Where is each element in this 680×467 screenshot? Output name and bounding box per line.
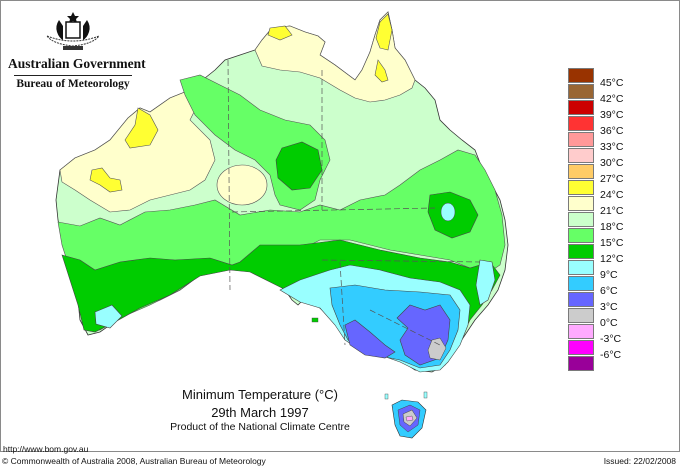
government-name: Australian Government — [8, 56, 146, 71]
legend-swatch — [568, 100, 594, 115]
legend-swatch — [568, 84, 594, 99]
legend-swatch — [568, 148, 594, 163]
legend-label: 36°C — [600, 125, 624, 137]
legend-label: 45°C — [600, 77, 624, 89]
legend-label: 9°C — [600, 269, 618, 281]
agency-name: Bureau of Meteorology — [16, 78, 130, 90]
legend-label: 21°C — [600, 205, 624, 217]
legend-swatch — [568, 180, 594, 195]
legend-label: -6°C — [600, 349, 622, 361]
legend-swatch — [568, 228, 594, 243]
legend-label: 3°C — [600, 301, 618, 313]
legend-swatch — [568, 116, 594, 131]
legend-swatch — [568, 132, 594, 147]
legend-swatch — [568, 68, 594, 83]
legend-swatch — [568, 356, 594, 371]
legend-label: 33°C — [600, 141, 624, 153]
legend-swatch — [568, 164, 594, 179]
bom-logo: Australian Government Bureau of Meteorol… — [8, 10, 146, 100]
legend-label: 18°C — [600, 221, 624, 233]
legend-swatch — [568, 276, 594, 291]
logo-divider — [14, 75, 132, 76]
issued-date: Issued: 22/02/2008 — [603, 456, 676, 466]
legend-label: 12°C — [600, 253, 624, 265]
legend-swatch — [568, 340, 594, 355]
coat-of-arms-icon — [45, 12, 101, 50]
legend-swatch — [568, 292, 594, 307]
legend-label: 27°C — [600, 173, 624, 185]
legend-swatch — [568, 324, 594, 339]
legend-swatch — [568, 212, 594, 227]
legend-label: 39°C — [600, 109, 624, 121]
map-title: Minimum Temperature (°C) — [182, 387, 338, 402]
legend-swatch — [568, 308, 594, 323]
website-url[interactable]: http://www.bom.gov.au — [3, 444, 89, 454]
legend-label: 42°C — [600, 93, 624, 105]
legend-swatch — [568, 244, 594, 259]
legend-label: 6°C — [600, 285, 618, 297]
map-product: Product of the National Climate Centre — [170, 421, 350, 433]
legend-label: 15°C — [600, 237, 624, 249]
legend-label: 30°C — [600, 157, 624, 169]
legend-label: 24°C — [600, 189, 624, 201]
legend-label: -3°C — [600, 333, 622, 345]
legend-swatch — [568, 196, 594, 211]
copyright: © Commonwealth of Australia 2008, Austra… — [2, 456, 266, 466]
temperature-map — [55, 11, 509, 439]
legend-label: 0°C — [600, 317, 618, 329]
map-date: 29th March 1997 — [211, 405, 309, 420]
legend-swatch — [568, 260, 594, 275]
